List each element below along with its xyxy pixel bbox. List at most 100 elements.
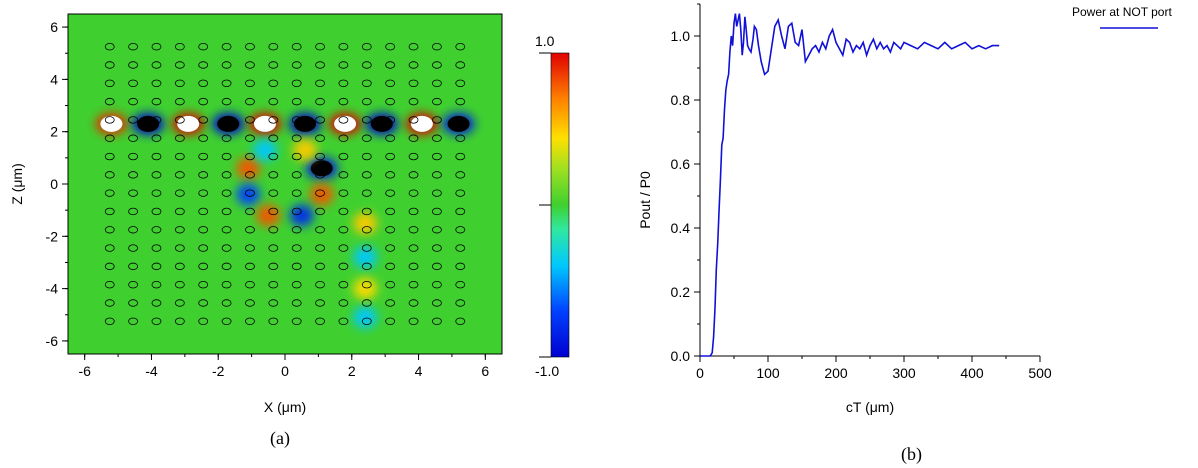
lattice-rod	[315, 207, 325, 216]
field-spot-core	[177, 115, 200, 132]
lattice-rod	[431, 61, 442, 69]
lattice-rod	[151, 116, 162, 124]
lattice-rod	[431, 280, 442, 289]
lattice-rod	[315, 134, 325, 142]
lattice-rod	[361, 207, 372, 216]
field-spot-core	[253, 115, 276, 132]
lattice-rod	[408, 61, 419, 69]
lattice-rod	[268, 299, 279, 307]
lattice-rod	[291, 152, 302, 161]
lattice-rod	[431, 207, 442, 216]
lattice-rod	[151, 79, 162, 88]
power-plot-x-ticks: 0 100 200 300 400 500	[696, 356, 1052, 381]
lattice-rod	[198, 299, 209, 307]
lattice-rod	[174, 42, 185, 51]
field-map-x-ticks: -6 -4 -2 0 2 4 6	[78, 354, 489, 379]
lattice-rod	[338, 207, 349, 216]
lattice-rod	[104, 189, 115, 197]
lattice-rod	[315, 262, 325, 271]
lattice-rod	[198, 244, 209, 252]
lattice-rod	[174, 299, 185, 307]
lattice-rod	[431, 152, 442, 161]
lattice-rod	[128, 61, 139, 69]
lattice-rod	[431, 262, 442, 271]
lattice-rod	[128, 299, 139, 307]
field-spot	[236, 183, 261, 206]
lattice-rod	[221, 116, 232, 124]
y-tick-label: 0.8	[671, 92, 691, 108]
lattice-rod	[151, 152, 162, 161]
lattice-rod	[338, 152, 349, 161]
lattice-rod	[431, 244, 442, 252]
lattice-rod	[385, 42, 396, 51]
lattice-rod	[408, 317, 419, 326]
lattice-rod	[338, 280, 349, 289]
lattice-rod	[198, 79, 209, 88]
lattice-rod	[104, 226, 115, 234]
lattice-rod	[104, 79, 115, 88]
x-tick-label: -2	[212, 363, 225, 379]
lattice-rod	[291, 280, 302, 289]
lattice-rod	[455, 189, 466, 197]
field-spot-core	[334, 115, 357, 132]
lattice-rod	[221, 280, 232, 289]
x-tick-label: 0	[696, 365, 704, 381]
lattice-rod	[245, 317, 255, 326]
field-map-x-label: X (μm)	[264, 399, 306, 415]
lattice-rod	[361, 171, 372, 179]
lattice-rod	[128, 189, 139, 197]
lattice-rod	[174, 226, 185, 234]
lattice-rod	[245, 134, 255, 142]
lattice-rod	[338, 97, 349, 106]
lattice-rod	[151, 61, 162, 69]
field-spot-core	[294, 115, 317, 132]
lattice-rod	[361, 61, 372, 69]
lattice-rod	[128, 116, 139, 124]
lattice-rod	[291, 97, 302, 106]
field-spot-core	[370, 115, 393, 132]
field-spot-core	[217, 115, 240, 132]
lattice-rod	[198, 152, 209, 161]
y-tick-label: 1.0	[671, 28, 691, 44]
colorbar-max-label: 1.0	[535, 33, 555, 49]
lattice-rod	[245, 299, 255, 307]
y-tick-label: 0.0	[671, 348, 691, 364]
lattice-rod	[174, 317, 185, 326]
lattice-rod	[385, 116, 396, 124]
lattice-rod	[408, 171, 419, 179]
lattice-rod	[338, 299, 349, 307]
y-tick-label: 0.2	[671, 284, 691, 300]
lattice-rod	[221, 226, 232, 234]
lattice-rod	[431, 97, 442, 106]
lattice-rod	[315, 280, 325, 289]
field-map-background	[68, 14, 502, 354]
lattice-rod	[385, 280, 396, 289]
lattice-rod	[315, 116, 325, 124]
lattice-rod	[245, 152, 255, 161]
lattice-rod	[385, 189, 396, 197]
y-tick-label: -6	[46, 333, 59, 349]
lattice-rod	[385, 152, 396, 161]
lattice-rod	[338, 116, 349, 124]
lattice-rod	[385, 134, 396, 142]
lattice-rod	[408, 226, 419, 234]
lattice-rod	[385, 226, 396, 234]
lattice-rod	[361, 134, 372, 142]
lattice-rod	[104, 244, 115, 252]
field-map-y-label: Z (μm)	[9, 163, 25, 205]
lattice-rod	[385, 97, 396, 106]
x-tick-label: 500	[1028, 365, 1052, 381]
lattice-rod	[385, 207, 396, 216]
lattice-rod	[151, 189, 162, 197]
lattice-rod	[174, 280, 185, 289]
x-tick-label: 200	[824, 365, 848, 381]
lattice-rod	[104, 280, 115, 289]
lattice-rod	[128, 79, 139, 88]
lattice-rod	[104, 317, 115, 326]
y-tick-label: 0	[50, 176, 58, 192]
lattice-rod	[198, 262, 209, 271]
lattice-rod	[245, 97, 255, 106]
lattice-rod	[408, 280, 419, 289]
lattice-rod	[104, 61, 115, 69]
colorbar-min-label: -1.0	[535, 363, 559, 379]
